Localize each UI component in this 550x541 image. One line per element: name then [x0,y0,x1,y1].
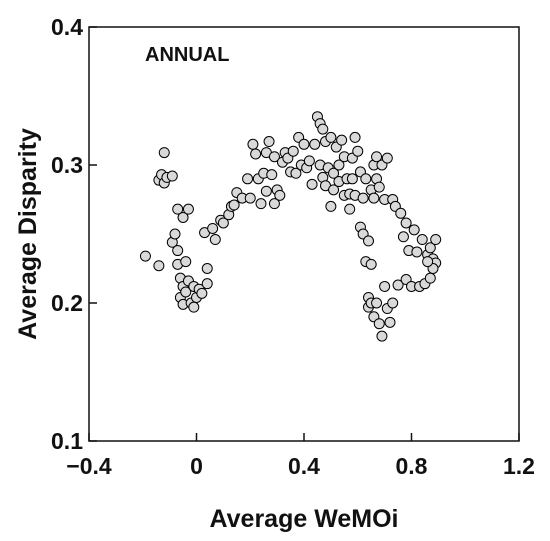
x-tick-label: 0.4 [288,453,320,479]
data-point [266,169,278,181]
data-point [250,148,262,160]
data-point [349,131,361,143]
data-point [169,228,181,240]
data-point [371,297,383,309]
data-point [228,199,240,211]
data-point [422,256,434,268]
y-axis-label: Average Disparity [14,128,42,340]
data-point [306,178,318,190]
data-point [188,301,200,313]
x-tick-label: −0.4 [66,453,112,479]
data-point [424,242,436,254]
data-point [325,200,337,212]
data-point [177,211,189,223]
y-axis: 0.1 0.2 0.3 0.4 [51,14,97,454]
data-point [182,203,194,215]
data-point [400,217,412,229]
data-point [379,280,391,292]
data-point [395,207,407,219]
data-point [328,167,340,179]
data-point [217,217,229,229]
data-point [325,131,337,143]
y-tick-label: 0.3 [51,152,83,178]
data-point [263,136,275,148]
x-tick-label: 1.2 [503,453,535,479]
data-point [180,286,192,298]
data-point [290,167,302,179]
x-tick-label: 0 [190,453,203,479]
data-point [376,330,388,342]
data-point [381,152,393,164]
data-point [368,192,380,204]
data-point [317,123,329,135]
data-point [201,278,213,290]
data-point [244,192,256,204]
data-point [139,250,151,262]
data-point [207,222,219,234]
data-points [139,111,442,342]
data-point [384,316,396,328]
data-point [247,138,259,150]
data-point [371,151,383,163]
data-point [357,192,369,204]
data-point [153,260,165,272]
data-point [287,145,299,157]
data-point [260,185,272,197]
data-point [346,173,358,185]
data-point [166,170,178,182]
y-tick-label: 0.2 [51,290,83,316]
data-point [209,234,221,246]
data-point [180,256,192,268]
data-point [373,181,385,193]
data-point [298,138,310,150]
data-point [365,258,377,270]
data-point [363,235,374,247]
data-point [309,138,321,150]
data-point [430,234,442,246]
x-axis: −0.4 0 0.4 0.8 1.2 [66,433,535,479]
x-tick-label: 0.8 [396,453,428,479]
data-point [242,173,254,185]
data-point [172,245,184,257]
data-point [274,189,286,201]
data-point [303,155,315,167]
data-point [268,151,280,163]
data-point [336,134,348,146]
data-point [360,173,372,185]
data-point [392,279,404,291]
data-point [408,224,420,236]
data-point [387,297,399,309]
data-point [268,198,280,210]
y-tick-label: 0.4 [51,14,83,40]
data-point [201,263,213,274]
data-point [424,272,436,284]
data-point [373,318,385,330]
y-tick-label: 0.1 [51,428,83,454]
x-axis-label: Average WeMOi [210,505,399,533]
data-point [416,234,428,246]
data-point [333,159,345,171]
data-point [255,198,267,210]
data-point [158,147,170,159]
data-point [411,246,423,258]
data-point [328,184,340,196]
plot-frame [88,26,520,442]
data-point [344,203,356,215]
chart-annotation: ANNUAL [145,44,229,66]
data-point [172,203,184,215]
data-point [196,287,208,299]
data-point [397,231,409,243]
data-point [352,145,364,157]
